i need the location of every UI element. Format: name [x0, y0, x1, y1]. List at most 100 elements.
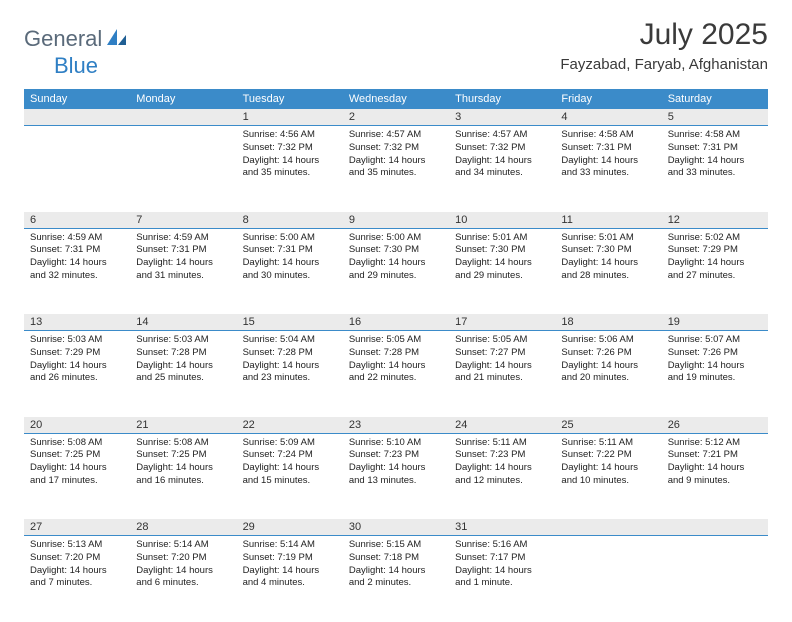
- day-number: 5: [662, 109, 768, 125]
- daylight-line-1: Daylight: 14 hours: [349, 257, 443, 270]
- sunrise-line: Sunrise: 5:14 AM: [136, 539, 230, 552]
- day-detail: Sunrise: 4:59 AMSunset: 7:31 PMDaylight:…: [24, 229, 130, 287]
- day-number: 18: [555, 314, 661, 330]
- day-cell: Sunrise: 4:57 AMSunset: 7:32 PMDaylight:…: [449, 126, 555, 212]
- sunrise-line: Sunrise: 5:00 AM: [349, 232, 443, 245]
- day-number: 7: [130, 212, 236, 228]
- daylight-line-1: Daylight: 14 hours: [136, 360, 230, 373]
- day-number: 23: [343, 417, 449, 433]
- day-cell: Sunrise: 4:58 AMSunset: 7:31 PMDaylight:…: [662, 126, 768, 212]
- daynum-cell: 29: [237, 519, 343, 536]
- sunset-line: Sunset: 7:25 PM: [136, 449, 230, 462]
- sunset-line: Sunset: 7:27 PM: [455, 347, 549, 360]
- day-detail: Sunrise: 4:59 AMSunset: 7:31 PMDaylight:…: [130, 229, 236, 287]
- day-detail: Sunrise: 5:00 AMSunset: 7:30 PMDaylight:…: [343, 229, 449, 287]
- sunrise-line: Sunrise: 4:58 AM: [668, 129, 762, 142]
- daylight-line-2: and 25 minutes.: [136, 372, 230, 385]
- daylight-line-1: Daylight: 14 hours: [561, 155, 655, 168]
- daynum-cell: 10: [449, 212, 555, 229]
- daylight-line-1: Daylight: 14 hours: [668, 257, 762, 270]
- daylight-line-2: and 33 minutes.: [668, 167, 762, 180]
- daylight-line-1: Daylight: 14 hours: [455, 462, 549, 475]
- day-detail: Sunrise: 5:04 AMSunset: 7:28 PMDaylight:…: [237, 331, 343, 389]
- day-number: 24: [449, 417, 555, 433]
- daynum-row: 12345: [24, 109, 768, 126]
- daynum-cell: 12: [662, 212, 768, 229]
- day-detail: Sunrise: 5:10 AMSunset: 7:23 PMDaylight:…: [343, 434, 449, 492]
- day-cell: Sunrise: 5:01 AMSunset: 7:30 PMDaylight:…: [555, 228, 661, 314]
- day-number: 14: [130, 314, 236, 330]
- day-cell: Sunrise: 5:03 AMSunset: 7:28 PMDaylight:…: [130, 331, 236, 417]
- col-sunday: Sunday: [24, 89, 130, 109]
- day-cell: Sunrise: 5:09 AMSunset: 7:24 PMDaylight:…: [237, 433, 343, 519]
- sunrise-line: Sunrise: 4:57 AM: [455, 129, 549, 142]
- day-detail: Sunrise: 5:07 AMSunset: 7:26 PMDaylight:…: [662, 331, 768, 389]
- daylight-line-2: and 29 minutes.: [455, 270, 549, 283]
- daynum-cell: 14: [130, 314, 236, 331]
- day-cell: Sunrise: 5:15 AMSunset: 7:18 PMDaylight:…: [343, 536, 449, 622]
- day-number: 17: [449, 314, 555, 330]
- day-cell: Sunrise: 5:02 AMSunset: 7:29 PMDaylight:…: [662, 228, 768, 314]
- sunset-line: Sunset: 7:28 PM: [243, 347, 337, 360]
- day-cell: Sunrise: 5:05 AMSunset: 7:27 PMDaylight:…: [449, 331, 555, 417]
- day-detail: Sunrise: 5:15 AMSunset: 7:18 PMDaylight:…: [343, 536, 449, 594]
- day-cell: Sunrise: 5:05 AMSunset: 7:28 PMDaylight:…: [343, 331, 449, 417]
- day-cell: Sunrise: 4:59 AMSunset: 7:31 PMDaylight:…: [130, 228, 236, 314]
- sunset-line: Sunset: 7:32 PM: [455, 142, 549, 155]
- day-number: 26: [662, 417, 768, 433]
- day-number: [662, 519, 768, 523]
- sunrise-line: Sunrise: 5:06 AM: [561, 334, 655, 347]
- day-number: 21: [130, 417, 236, 433]
- sunset-line: Sunset: 7:31 PM: [668, 142, 762, 155]
- sunrise-line: Sunrise: 5:05 AM: [349, 334, 443, 347]
- sunset-line: Sunset: 7:30 PM: [455, 244, 549, 257]
- daylight-line-2: and 30 minutes.: [243, 270, 337, 283]
- daylight-line-2: and 16 minutes.: [136, 475, 230, 488]
- week-row: Sunrise: 5:03 AMSunset: 7:29 PMDaylight:…: [24, 331, 768, 417]
- daynum-row: 20212223242526: [24, 417, 768, 434]
- daynum-cell: 8: [237, 212, 343, 229]
- day-detail: Sunrise: 4:57 AMSunset: 7:32 PMDaylight:…: [343, 126, 449, 184]
- daynum-cell: 16: [343, 314, 449, 331]
- sunset-line: Sunset: 7:32 PM: [243, 142, 337, 155]
- sunset-line: Sunset: 7:30 PM: [349, 244, 443, 257]
- daylight-line-2: and 35 minutes.: [243, 167, 337, 180]
- day-cell: Sunrise: 5:11 AMSunset: 7:23 PMDaylight:…: [449, 433, 555, 519]
- daynum-cell: 19: [662, 314, 768, 331]
- sunrise-line: Sunrise: 5:10 AM: [349, 437, 443, 450]
- daylight-line-2: and 6 minutes.: [136, 577, 230, 590]
- day-detail: Sunrise: 5:14 AMSunset: 7:20 PMDaylight:…: [130, 536, 236, 594]
- sunset-line: Sunset: 7:31 PM: [561, 142, 655, 155]
- daylight-line-1: Daylight: 14 hours: [243, 462, 337, 475]
- day-detail: Sunrise: 5:11 AMSunset: 7:22 PMDaylight:…: [555, 434, 661, 492]
- brand-logo: General: [24, 26, 130, 52]
- sunset-line: Sunset: 7:22 PM: [561, 449, 655, 462]
- sunrise-line: Sunrise: 4:59 AM: [136, 232, 230, 245]
- daynum-cell: 21: [130, 417, 236, 434]
- brand-part2: Blue: [54, 53, 98, 78]
- daynum-cell: 20: [24, 417, 130, 434]
- daylight-line-2: and 10 minutes.: [561, 475, 655, 488]
- day-number: 25: [555, 417, 661, 433]
- day-cell: Sunrise: 5:03 AMSunset: 7:29 PMDaylight:…: [24, 331, 130, 417]
- daynum-cell: 23: [343, 417, 449, 434]
- day-detail: [662, 536, 768, 543]
- month-title: July 2025: [560, 18, 768, 52]
- day-cell: Sunrise: 5:00 AMSunset: 7:30 PMDaylight:…: [343, 228, 449, 314]
- day-detail: Sunrise: 5:12 AMSunset: 7:21 PMDaylight:…: [662, 434, 768, 492]
- sunrise-line: Sunrise: 5:11 AM: [455, 437, 549, 450]
- day-cell: Sunrise: 4:56 AMSunset: 7:32 PMDaylight:…: [237, 126, 343, 212]
- day-detail: Sunrise: 5:16 AMSunset: 7:17 PMDaylight:…: [449, 536, 555, 594]
- sunrise-line: Sunrise: 5:08 AM: [30, 437, 124, 450]
- sunrise-line: Sunrise: 5:13 AM: [30, 539, 124, 552]
- daylight-line-1: Daylight: 14 hours: [30, 462, 124, 475]
- sunset-line: Sunset: 7:29 PM: [668, 244, 762, 257]
- daylight-line-1: Daylight: 14 hours: [30, 257, 124, 270]
- daylight-line-1: Daylight: 14 hours: [455, 360, 549, 373]
- day-detail: Sunrise: 5:14 AMSunset: 7:19 PMDaylight:…: [237, 536, 343, 594]
- sunrise-line: Sunrise: 5:15 AM: [349, 539, 443, 552]
- daylight-line-1: Daylight: 14 hours: [561, 257, 655, 270]
- day-cell: Sunrise: 5:00 AMSunset: 7:31 PMDaylight:…: [237, 228, 343, 314]
- day-detail: Sunrise: 5:13 AMSunset: 7:20 PMDaylight:…: [24, 536, 130, 594]
- daylight-line-1: Daylight: 14 hours: [243, 360, 337, 373]
